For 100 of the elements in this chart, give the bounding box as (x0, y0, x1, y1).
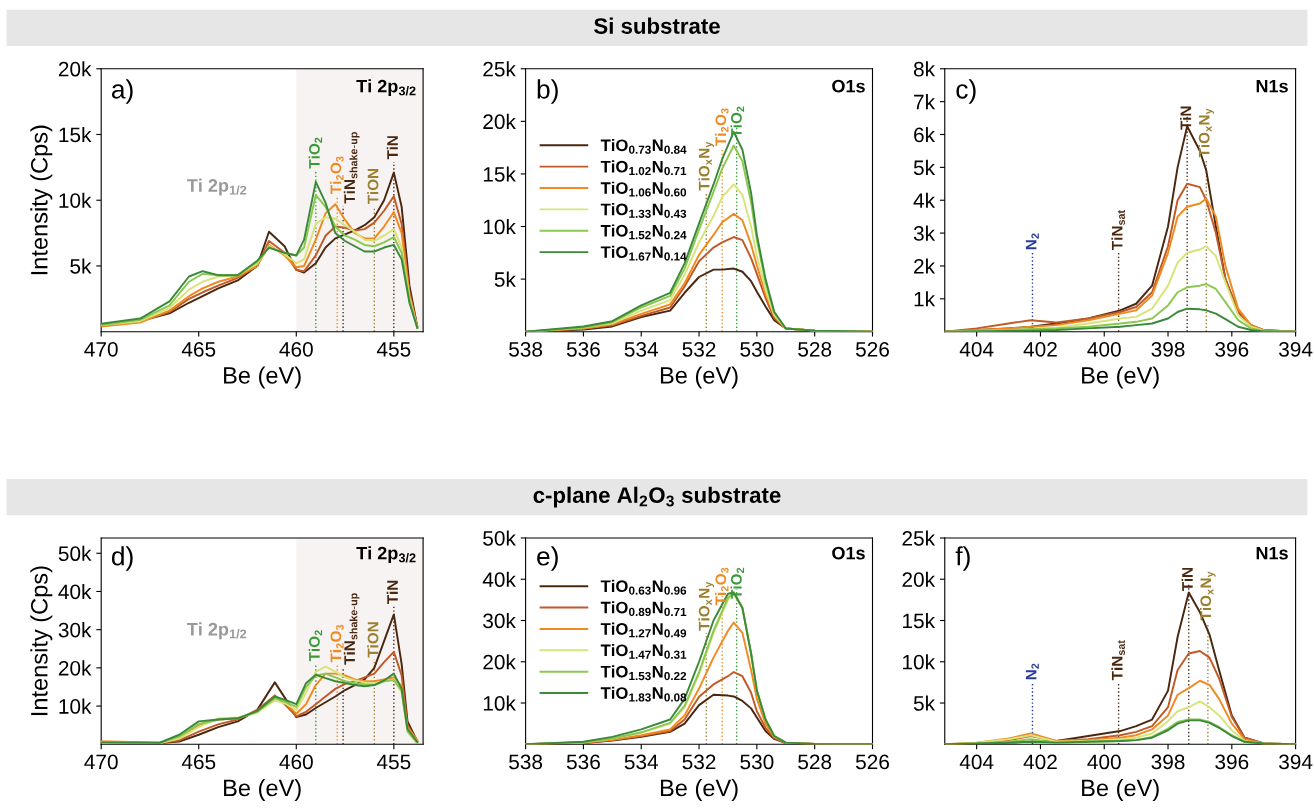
ref-line-label: TiN (1180, 106, 1192, 130)
x-tick-label: 400 (1087, 754, 1121, 770)
ref-line-label: TiN (1181, 567, 1193, 592)
y-tick-label: 15k (59, 126, 92, 143)
chart-title: Si substrate (594, 17, 720, 34)
y-tick-label: 6k (914, 126, 936, 143)
x-tick-label: 398 (1151, 341, 1185, 357)
y-tick-label: 10k (903, 654, 936, 670)
x-tick-label: 530 (740, 341, 774, 357)
legend-label: TiO$_{1.27}$N$_{0.49}$ (600, 622, 687, 638)
y-tick-label: 15k (483, 166, 516, 182)
ref-line-label: TiN (386, 136, 398, 160)
y-tick-label: 20k (483, 654, 516, 670)
y-tick-label: 3k (913, 225, 936, 241)
y-tick-label: 8k (913, 61, 936, 77)
y-tick-label: 7k (914, 94, 936, 110)
y-tick-label: 30k (58, 622, 92, 638)
y-tick-label: 10k (59, 698, 92, 714)
chart-title: c-plane Al$_{2}$O$_{3}$ substrate (533, 486, 781, 508)
x-tick-label: 455 (376, 754, 411, 770)
x-tick-label: 538 (509, 341, 543, 357)
x-tick-label: 396 (1215, 341, 1249, 357)
legend-label: TiO$_{1.06}$N$_{0.60}$ (600, 181, 687, 197)
annotation: e) (537, 546, 558, 571)
ref-line-label: TiN$_{shake-up}$ (343, 593, 360, 665)
annotation: N1s (1256, 79, 1288, 93)
x-tick-label: 538 (509, 754, 543, 770)
legend-label: TiO$_{1.33}$N$_{0.43}$ (600, 203, 687, 218)
x-tick-label: 532 (682, 754, 716, 770)
ref-line-label: Ti$_{2}$O$_{3}$ (714, 108, 729, 146)
x-tick-label: 528 (798, 754, 832, 770)
x-tick-label: 460 (279, 754, 313, 770)
y-tick-label: 50k (58, 545, 92, 562)
y-tick-label: 25k (902, 530, 936, 546)
ref-line-label: N$_{2}$ (1025, 663, 1039, 680)
x-tick-label: 404 (959, 754, 994, 770)
annotation: Ti 2p$_{3/2}$ (356, 79, 416, 97)
x-tick-label: 534 (624, 341, 658, 357)
x-tick-label: 396 (1215, 754, 1249, 770)
x-tick-label: 465 (181, 341, 216, 357)
ref-line-label: N$_{2}$ (1025, 233, 1039, 250)
y-tick-label: 20k (902, 571, 936, 587)
y-tick-label: 30k (483, 612, 516, 629)
x-tick-label: 400 (1087, 341, 1121, 357)
x-tick-label: 402 (1023, 341, 1057, 357)
x-tick-label: 394 (1279, 341, 1313, 357)
ref-line-label: Ti$_{2}$O$_{3}$ (330, 624, 344, 663)
annotation: N1s (1256, 546, 1288, 560)
y-tick-label: 40k (482, 571, 516, 587)
y-tick-label: 40k (58, 583, 92, 600)
ref-line-label: TiN$_{sat}$ (1111, 210, 1125, 251)
y-tick-label: 50k (483, 530, 516, 546)
annotation: f) (955, 546, 970, 571)
ref-line-label: TiO$_{2}$ (730, 567, 745, 599)
ref-line-label: TiO$_{2}$ (730, 106, 745, 138)
annotation: c) (956, 79, 976, 104)
ref-line-label: TiO$_{x}$N$_{y}$ (1198, 108, 1215, 158)
x-tick-label: 402 (1023, 754, 1057, 770)
annotation: O1s (832, 546, 865, 560)
x-tick-label: 534 (624, 754, 658, 770)
legend-label: TiO$_{0.63}$N$_{0.96}$ (600, 579, 687, 595)
legend-label: TiO$_{1.52}$N$_{0.24}$ (600, 224, 687, 240)
annotation: Ti 2p$_{1/2}$ (187, 622, 247, 640)
ref-line-label: TiO$_{2}$ (308, 630, 323, 662)
y-tick-label: 2k (914, 258, 936, 274)
x-tick-label: 460 (279, 341, 313, 357)
x-tick-label: 536 (566, 341, 600, 357)
ref-line-label: TiON (367, 622, 379, 658)
x-tick-label: 526 (855, 754, 889, 770)
legend-label: TiO$_{1.47}$N$_{0.31}$ (600, 643, 687, 659)
annotation: Ti 2p$_{1/2}$ (187, 178, 247, 196)
annotation: Ti 2p$_{3/2}$ (356, 546, 416, 564)
x-axis-title: Be (eV) (224, 366, 301, 389)
y-tick-label: 15k (903, 612, 936, 629)
ref-line-label: TiO$_{x}$N$_{y}$ (1199, 571, 1216, 621)
legend-label: TiO$_{1.67}$N$_{0.14}$ (600, 245, 687, 261)
legend-label: TiO$_{0.73}$N$_{0.84}$ (600, 138, 687, 154)
y-tick-label: 10k (483, 218, 516, 235)
y-tick-label: 10k (59, 192, 92, 208)
ref-line-label: TiN$_{sat}$ (1111, 640, 1125, 681)
x-tick-label: 530 (740, 754, 774, 770)
annotation: a) (111, 79, 133, 104)
legend-label: TiO$_{1.53}$N$_{0.22}$ (600, 665, 687, 681)
y-tick-label: 25k (483, 61, 516, 77)
annotation: O1s (832, 79, 865, 93)
ref-line-label: TiN$_{shake-up}$ (343, 132, 360, 204)
legend-label: TiO$_{1.02}$N$_{0.71}$ (600, 160, 687, 176)
x-axis-title: Be (eV) (1082, 366, 1159, 389)
x-axis-title: Be (eV) (1082, 778, 1159, 801)
y-tick-label: 4k (913, 192, 936, 208)
x-axis-title: Be (eV) (660, 366, 738, 389)
y-tick-label: 5k (70, 258, 92, 274)
ref-line-label: TiO$_{2}$ (308, 137, 323, 169)
y-tick-label: 20k (58, 660, 92, 676)
x-axis-title: Be (eV) (660, 778, 738, 801)
y-tick-label: 20k (483, 113, 516, 130)
x-tick-label: 470 (84, 754, 118, 770)
ref-line-label: TiON (367, 168, 379, 204)
ref-line-label: Ti$_{2}$O$_{3}$ (714, 567, 729, 606)
x-tick-label: 465 (181, 754, 216, 770)
